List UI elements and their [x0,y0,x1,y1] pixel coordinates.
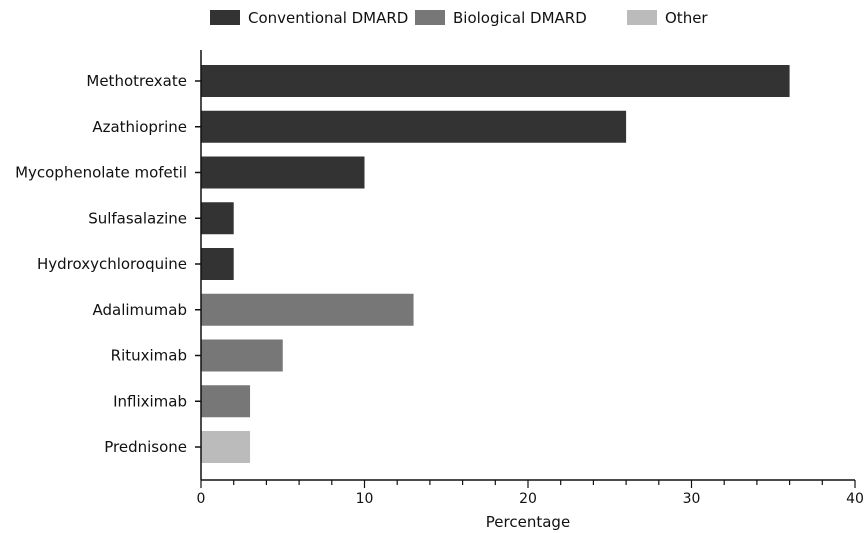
legend-swatch-other [627,10,657,25]
legend-item-biological-dmard: Biological DMARD [415,9,587,27]
bar-methotrexate [201,65,790,97]
category-label-adalimumab: Adalimumab [93,301,188,319]
legend: Conventional DMARD Biological DMARD Other [210,9,708,27]
category-label-azathioprine: Azathioprine [92,118,187,136]
legend-item-other: Other [627,9,708,27]
legend-label-biological-dmard: Biological DMARD [453,9,587,27]
category-label-hydroxychloroquine: Hydroxychloroquine [37,255,187,273]
y-axis: Methotrexate Azathioprine Mycophenolate mo… [15,50,202,480]
category-label-prednisone: Prednisone [104,438,187,456]
legend-label-other: Other [665,9,708,27]
legend-swatch-biological-dmard [415,10,445,25]
category-label-rituximab: Rituximab [111,347,187,365]
x-tick-label-30: 30 [683,491,701,507]
x-axis: 0 10 20 30 40 [197,479,864,507]
bar-azathioprine [201,110,627,143]
legend-swatch-conventional-dmard [210,10,240,25]
legend-item-conventional-dmard: Conventional DMARD [210,9,408,27]
legend-label-conventional-dmard: Conventional DMARD [248,9,408,27]
x-tick-label-0: 0 [197,491,206,507]
bar-hydroxychloroquine [201,248,234,280]
x-axis-title: Percentage [486,513,570,531]
category-label-methotrexate: Methotrexate [86,72,187,90]
category-label-sulfasalazine: Sulfasalazine [88,209,187,227]
category-label-mycophenolate-mofetil: Mycophenolate mofetil [15,164,187,182]
category-label-infliximab: Infliximab [113,392,187,410]
bar-sulfasalazine [201,202,234,235]
x-tick-label-40: 40 [846,491,864,507]
bars [201,65,790,463]
bar-infliximab [201,385,251,418]
bar-rituximab [201,339,283,372]
bar-prednisone [201,431,251,463]
bar-adalimumab [201,293,414,326]
bar-mycophenolate-mofetil [201,156,365,189]
x-tick-label-20: 20 [519,491,537,507]
x-tick-label-10: 10 [356,491,374,507]
